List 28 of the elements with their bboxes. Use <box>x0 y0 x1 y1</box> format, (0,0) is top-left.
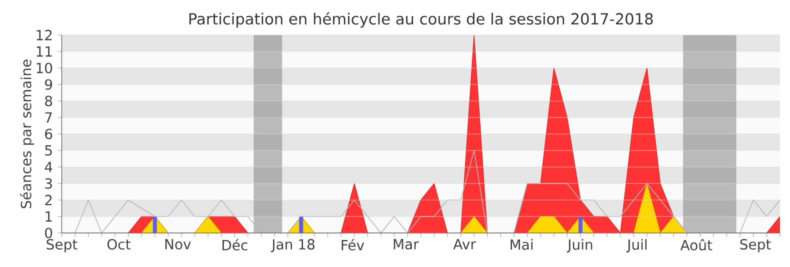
x-tick-label: Juil <box>626 239 647 252</box>
x-tick-label: Juin <box>566 239 592 252</box>
y-tick-label: 12 <box>36 30 52 40</box>
x-tick-label: Déc <box>222 239 248 250</box>
y-tick-label: 10 <box>36 62 52 74</box>
y-tick-label: 2 <box>45 194 52 206</box>
y-tick-label: 0 <box>45 228 52 238</box>
x-tick-label: Fév <box>342 239 364 250</box>
x-tick-label: Jan 18 <box>270 239 315 252</box>
x-tick-label: Mai <box>510 239 533 250</box>
x-tick-label: Avr <box>453 239 476 250</box>
x-tick-label: Sept <box>740 239 771 252</box>
x-tick-label: Sept <box>46 239 78 252</box>
y-tick-label: 3 <box>45 178 52 189</box>
y-tick-label: 5 <box>45 145 52 156</box>
y-tick-label: 11 <box>36 46 52 57</box>
y-tick-label: 6 <box>45 128 52 140</box>
y-tick-label: 7 <box>45 112 52 123</box>
y-axis-title: Séances par semaine <box>20 60 34 208</box>
y-tick-label: 8 <box>45 96 52 106</box>
x-tick-label: Août <box>680 239 712 250</box>
chart-title: Participation en hémicycle au cours de la session 2017-2018 <box>189 12 653 28</box>
y-tick-label: 1 <box>46 211 52 222</box>
y-tick-label: 9 <box>45 79 52 90</box>
y-tick-label: 4 <box>44 162 52 172</box>
x-tick-label: Nov <box>165 239 191 250</box>
x-tick-label: Mar <box>394 239 419 250</box>
x-tick-label: Oct <box>107 239 131 250</box>
